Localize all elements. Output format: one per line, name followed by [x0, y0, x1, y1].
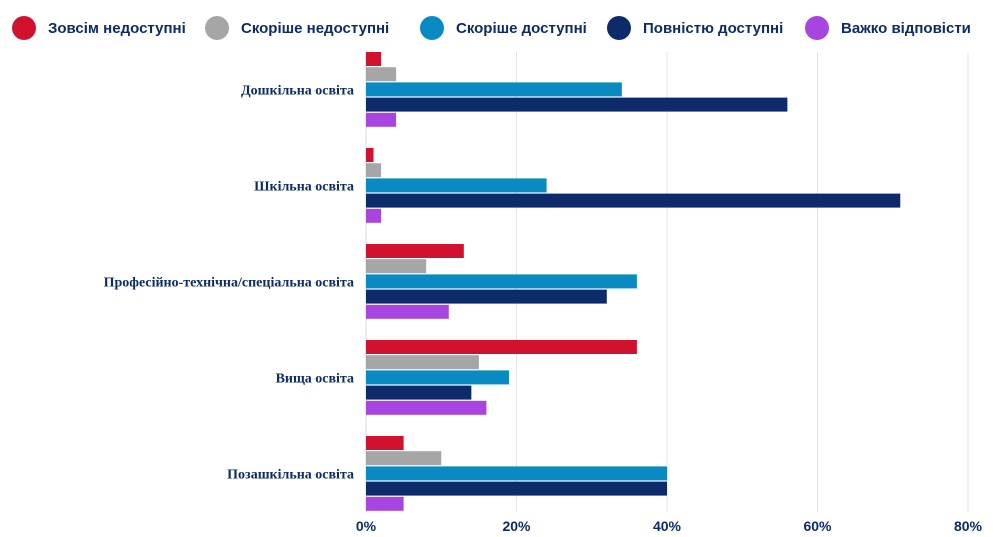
bar — [366, 244, 464, 258]
bar — [366, 304, 449, 319]
category-label: Професійно-технічна/спеціальна освіта — [104, 275, 354, 290]
legend-label: Важко відповісти — [841, 19, 971, 37]
legend-swatch — [420, 16, 444, 40]
bar — [366, 259, 427, 274]
bar — [366, 112, 397, 127]
bar — [366, 67, 397, 82]
bar — [366, 340, 637, 354]
bar — [366, 163, 382, 178]
bar — [366, 289, 607, 304]
x-tick-label: 0% — [356, 518, 377, 534]
legend-label: Скоріше доступні — [456, 19, 587, 37]
bar — [366, 436, 404, 450]
bar — [366, 52, 382, 66]
category-label: Вища освіта — [276, 371, 354, 386]
bar — [366, 481, 667, 496]
bar — [366, 466, 667, 481]
legend-item-1: Скоріше недоступні — [205, 14, 389, 42]
x-tick-label: 20% — [502, 518, 531, 534]
legend-item-2: Скоріше доступні — [420, 14, 587, 42]
legend-label: Скоріше недоступні — [241, 19, 390, 37]
legend-item-3: Повністю доступні — [607, 14, 783, 42]
legend-item-4: Важко відповісти — [805, 14, 971, 42]
bar — [366, 496, 404, 511]
legend-swatch — [12, 16, 36, 40]
bar — [366, 370, 509, 385]
legend-swatch — [607, 16, 631, 40]
bar — [366, 82, 622, 97]
legend-label: Зовсім недоступні — [48, 19, 186, 37]
bar — [366, 148, 374, 162]
legend-swatch — [205, 16, 229, 40]
bar — [366, 451, 442, 466]
legend-item-0: Зовсім недоступні — [12, 14, 186, 42]
category-label: Дошкільна освіта — [241, 83, 354, 98]
bar — [366, 193, 901, 208]
bar — [366, 400, 487, 415]
category-label: Шкільна освіта — [254, 179, 354, 194]
bar — [366, 274, 637, 289]
legend: Зовсім недоступні Скоріше недоступні Ско… — [0, 0, 993, 56]
bar — [366, 178, 547, 193]
bar — [366, 208, 382, 223]
bar — [366, 97, 788, 112]
bar — [366, 385, 472, 400]
x-tick-label: 40% — [653, 518, 682, 534]
legend-label: Повністю доступні — [643, 19, 784, 37]
x-tick-label: 80% — [954, 518, 983, 534]
legend-swatch — [805, 16, 829, 40]
category-label: Позашкільна освіта — [227, 467, 354, 482]
x-tick-label: 60% — [803, 518, 832, 534]
bar — [366, 355, 479, 370]
